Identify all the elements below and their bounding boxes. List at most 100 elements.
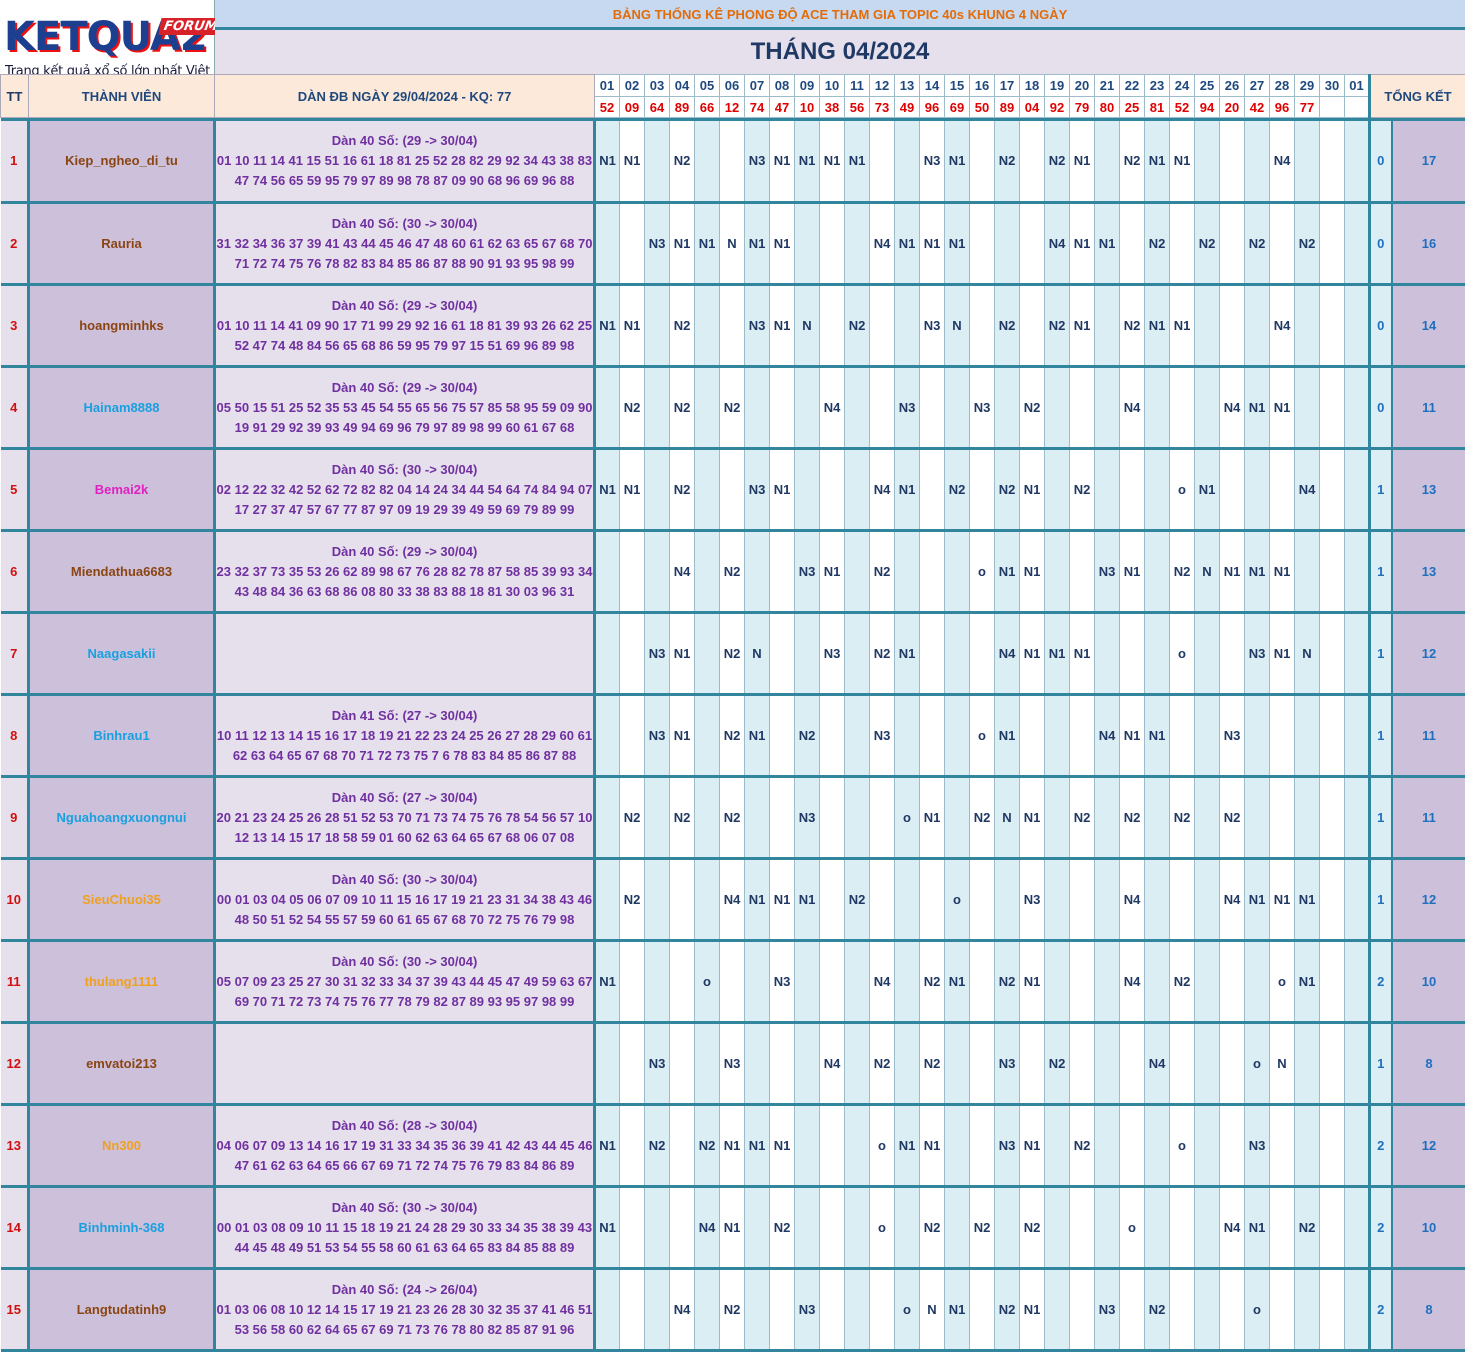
member-name[interactable]: emvatoi213 <box>29 1023 215 1105</box>
day-cell <box>1095 941 1120 1023</box>
day-cell <box>645 531 670 613</box>
day-cell: N4 <box>870 449 895 531</box>
stats-table: TT THÀNH VIÊN DÀN ĐB NGÀY 29/04/2024 - K… <box>0 74 1465 1352</box>
day-cell: N1 <box>1020 1269 1045 1351</box>
day-cell: o <box>1270 941 1295 1023</box>
summary-count: 0 <box>1370 203 1392 285</box>
summary-total: 12 <box>1392 1105 1465 1187</box>
day-header: 08 <box>770 75 795 97</box>
day-cell <box>1345 695 1370 777</box>
day-cell: N3 <box>1095 531 1120 613</box>
member-name[interactable]: Nguahoangxuongnui <box>29 777 215 859</box>
dan-numbers: Dàn 40 Số: (29 -> 30/04)01 10 11 14 41 1… <box>215 121 595 203</box>
day-cell: o <box>945 859 970 941</box>
day-cell <box>1070 367 1095 449</box>
result-header: 10 <box>795 97 820 118</box>
day-cell <box>1295 531 1320 613</box>
result-header: 94 <box>1195 97 1220 118</box>
day-cell: N1 <box>1295 941 1320 1023</box>
day-cell <box>1070 1187 1095 1269</box>
day-cell <box>1345 1105 1370 1187</box>
day-cell <box>820 777 845 859</box>
day-cell: N1 <box>1295 859 1320 941</box>
member-name[interactable]: Binhminh-368 <box>29 1187 215 1269</box>
day-cell: N4 <box>870 203 895 285</box>
dan-dan-line2: 47 61 62 63 64 65 66 67 69 71 72 74 75 7… <box>216 1156 593 1176</box>
day-cell: N1 <box>1270 613 1295 695</box>
dan-dan-line2: 44 45 48 49 51 53 54 55 58 60 61 63 64 6… <box>216 1238 593 1258</box>
day-cell: N3 <box>1245 1105 1270 1187</box>
day-cell <box>795 1105 820 1187</box>
dan-dan-title: Dàn 40 Số: (30 -> 30/04) <box>216 214 593 234</box>
day-cell <box>995 367 1020 449</box>
day-cell: N1 <box>1145 285 1170 367</box>
day-cell <box>970 613 995 695</box>
day-cell <box>695 449 720 531</box>
member-name[interactable]: Bemai2k <box>29 449 215 531</box>
day-cell <box>1020 121 1045 203</box>
summary-total: 17 <box>1392 121 1465 203</box>
day-cell: N2 <box>670 449 695 531</box>
day-header: 05 <box>695 75 720 97</box>
member-name[interactable]: Naagasakii <box>29 613 215 695</box>
day-cell <box>1070 1023 1095 1105</box>
day-cell: N3 <box>795 531 820 613</box>
day-cell: N1 <box>620 121 645 203</box>
day-cell: N2 <box>995 1269 1020 1351</box>
day-cell: N3 <box>645 203 670 285</box>
day-cell <box>1320 367 1345 449</box>
day-header: 16 <box>970 75 995 97</box>
header-summary: TỔNG KẾT <box>1370 75 1465 118</box>
member-name[interactable]: thulang1111 <box>29 941 215 1023</box>
day-cell: N2 <box>870 531 895 613</box>
member-name[interactable]: Nn300 <box>29 1105 215 1187</box>
day-cell: N2 <box>670 121 695 203</box>
day-cell <box>1320 941 1345 1023</box>
result-header: 89 <box>670 97 695 118</box>
result-header: 73 <box>870 97 895 118</box>
day-cell <box>870 121 895 203</box>
day-cell <box>995 203 1020 285</box>
day-cell: N1 <box>795 859 820 941</box>
day-cell: N2 <box>670 367 695 449</box>
day-cell: N2 <box>945 449 970 531</box>
day-cell <box>1070 531 1095 613</box>
day-cell: N1 <box>945 1269 970 1351</box>
day-cell: N1 <box>1220 531 1245 613</box>
member-name[interactable]: Hainam8888 <box>29 367 215 449</box>
day-cell <box>945 777 970 859</box>
dan-numbers: Dàn 40 Số: (30 -> 30/04)00 01 03 08 09 1… <box>215 1187 595 1269</box>
site-logo[interactable]: KETQUA2 FORUM Trang kết quả xổ số lớn nh… <box>0 0 215 84</box>
day-cell: N1 <box>720 1187 745 1269</box>
day-cell <box>1245 941 1270 1023</box>
member-name[interactable]: hoangminhks <box>29 285 215 367</box>
dan-dan-line1: 05 07 09 23 25 27 30 31 32 33 34 37 39 4… <box>216 972 593 992</box>
member-name[interactable]: SieuChuoi35 <box>29 859 215 941</box>
day-cell <box>1070 695 1095 777</box>
day-cell <box>1120 203 1145 285</box>
day-cell: N2 <box>1120 285 1145 367</box>
day-cell <box>845 1269 870 1351</box>
day-header: 22 <box>1120 75 1145 97</box>
day-cell: N1 <box>1070 203 1095 285</box>
member-name[interactable]: Binhrau1 <box>29 695 215 777</box>
day-cell <box>945 1023 970 1105</box>
day-cell <box>920 449 945 531</box>
day-cell <box>1320 285 1345 367</box>
member-name[interactable]: Langtudatinh9 <box>29 1269 215 1351</box>
result-header: 20 <box>1220 97 1245 118</box>
day-cell: N1 <box>1170 285 1195 367</box>
day-cell <box>845 941 870 1023</box>
dan-numbers: Dàn 40 Số: (30 -> 30/04)31 32 34 36 37 3… <box>215 203 595 285</box>
day-cell <box>920 859 945 941</box>
day-cell: N2 <box>1070 1105 1095 1187</box>
day-cell <box>595 859 620 941</box>
day-cell: N2 <box>695 1105 720 1187</box>
day-cell: N3 <box>645 1023 670 1105</box>
member-name[interactable]: Rauria <box>29 203 215 285</box>
day-cell <box>945 1187 970 1269</box>
member-name[interactable]: Kiep_ngheo_di_tu <box>29 121 215 203</box>
day-cell: N1 <box>1070 285 1095 367</box>
member-name[interactable]: Miendathua6683 <box>29 531 215 613</box>
